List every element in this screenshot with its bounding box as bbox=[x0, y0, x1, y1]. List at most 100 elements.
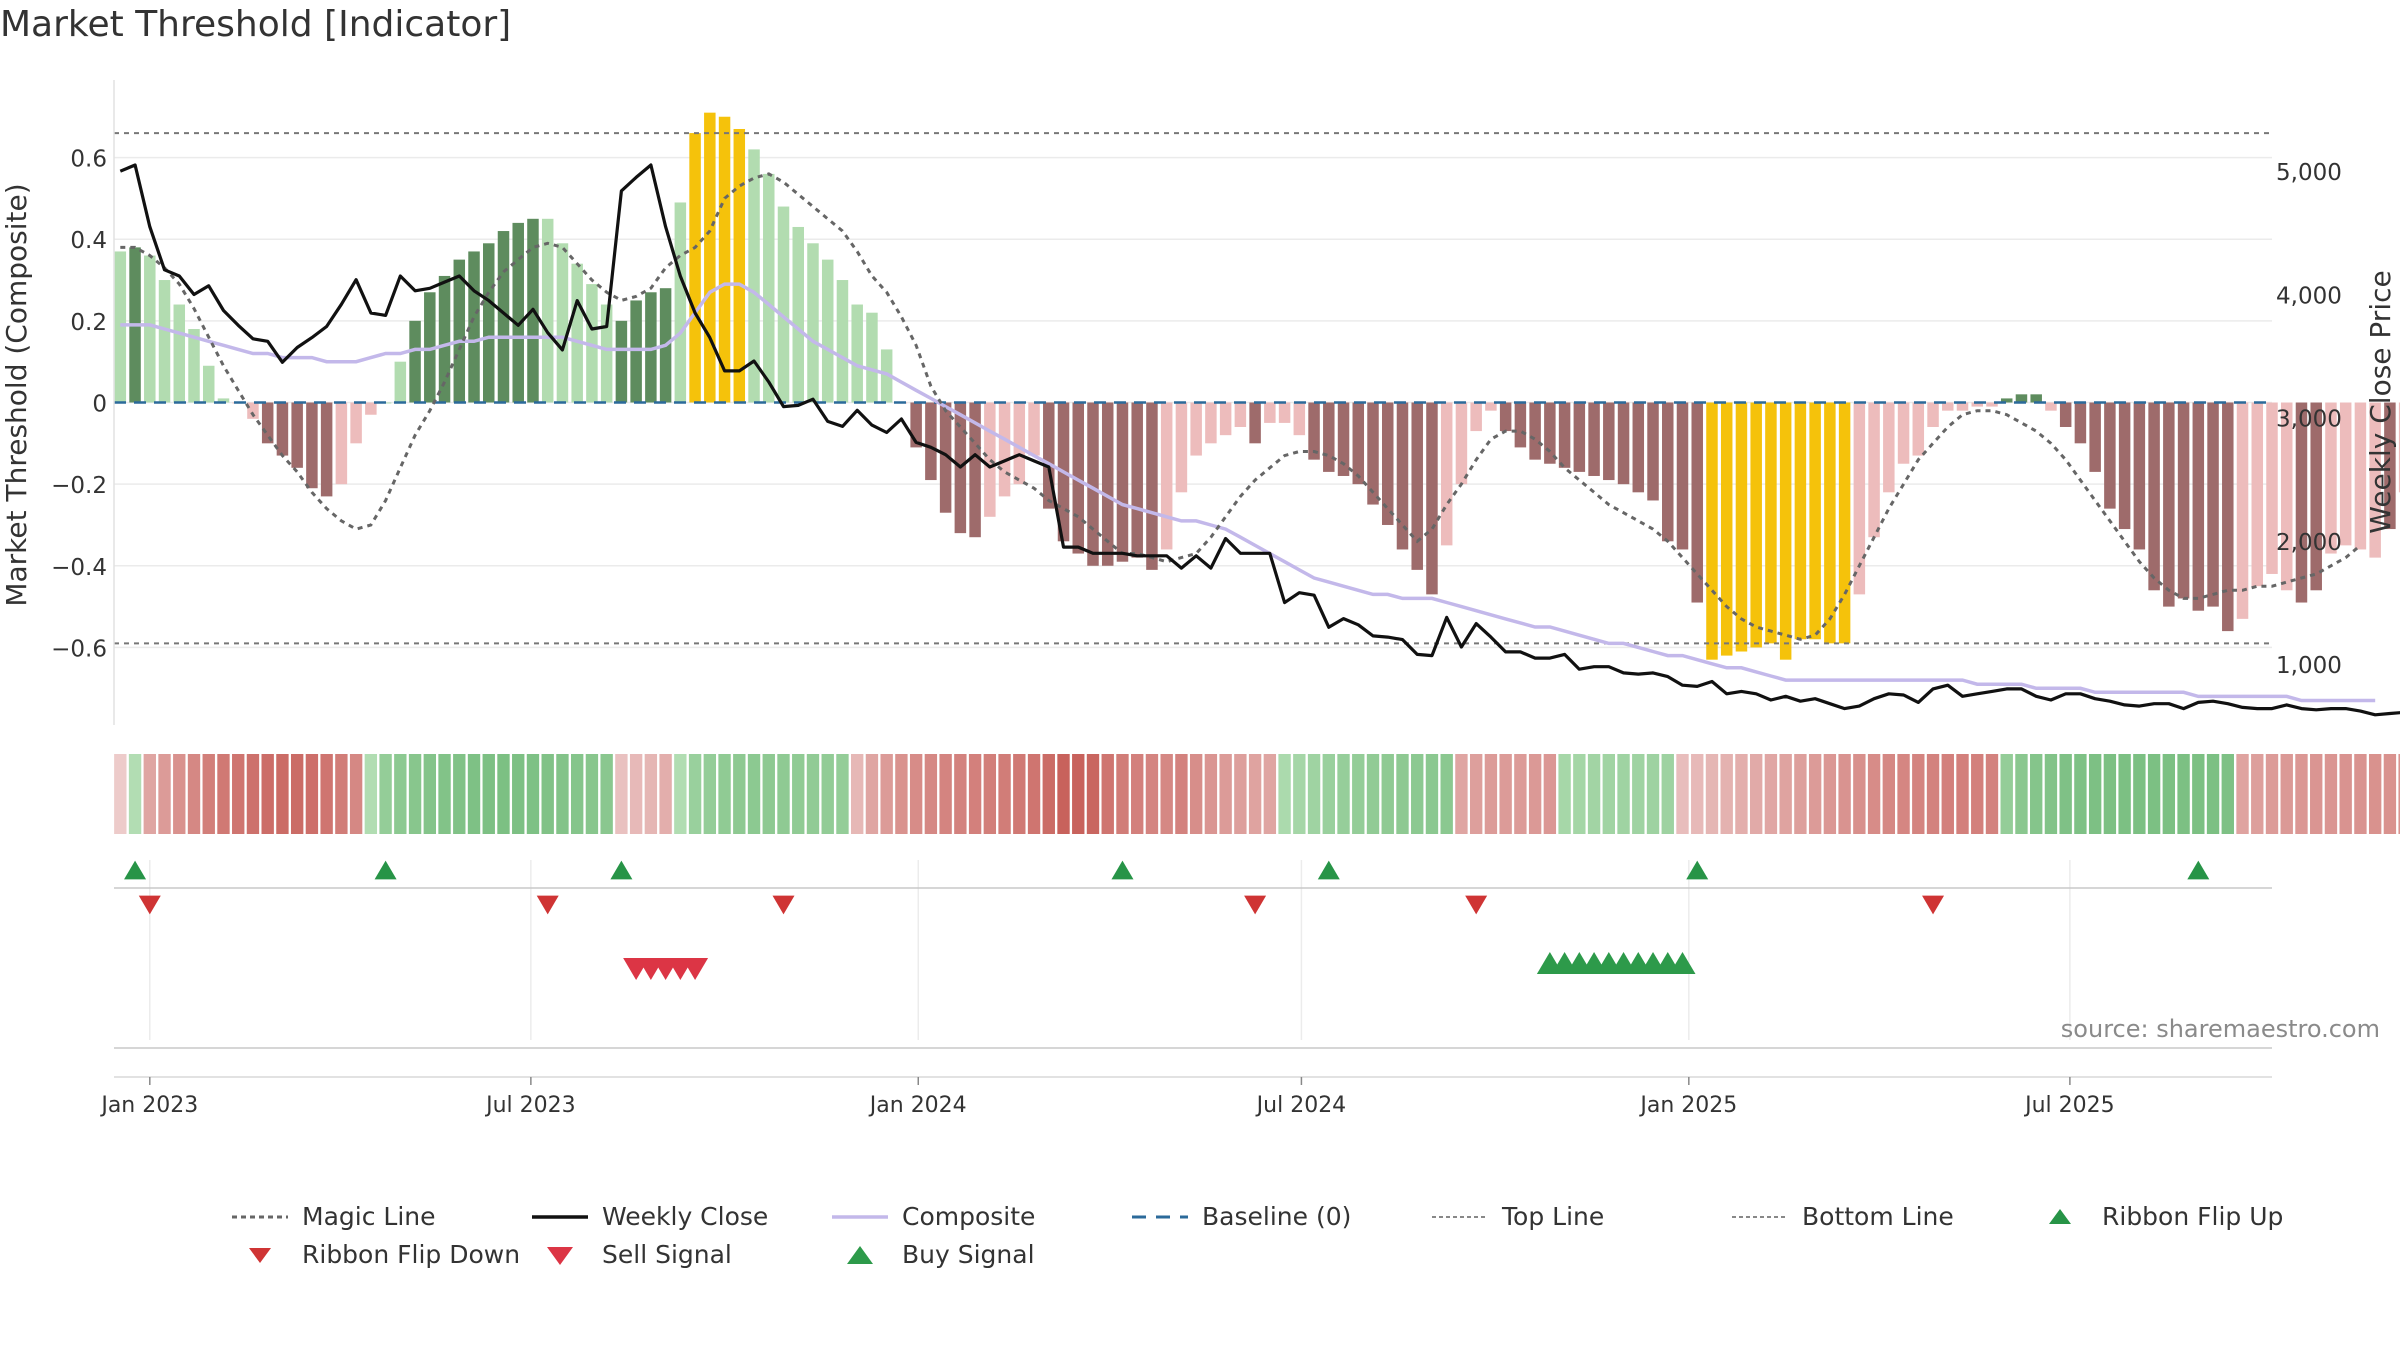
composite-bar bbox=[497, 231, 510, 403]
composite-bar bbox=[1485, 402, 1497, 411]
composite-bar bbox=[1647, 402, 1659, 501]
ribbon-cell bbox=[128, 754, 142, 834]
ribbon-cell bbox=[1322, 754, 1335, 834]
composite-bar bbox=[807, 243, 819, 403]
ribbon-cell bbox=[1042, 754, 1055, 834]
composite-bar bbox=[2148, 402, 2160, 591]
ribbon-cell bbox=[1248, 754, 1262, 834]
ribbon-cell bbox=[2015, 754, 2028, 834]
ribbon-cell bbox=[792, 754, 805, 834]
ribbon-cell bbox=[1691, 754, 1704, 834]
composite-bar bbox=[1293, 402, 1306, 436]
composite-bar bbox=[114, 251, 127, 403]
ribbon-flip-up-marker bbox=[1686, 860, 1709, 880]
ribbon-flip-up-marker bbox=[2187, 860, 2210, 880]
ribbon-cell bbox=[1808, 754, 1822, 834]
composite-bar bbox=[202, 365, 215, 403]
ribbon-cell bbox=[644, 754, 658, 834]
source-credit: source: sharemaestro.com bbox=[2060, 1015, 2380, 1043]
ribbon-cell bbox=[394, 754, 407, 834]
ribbon-cell bbox=[1396, 754, 1409, 834]
composite-bar bbox=[718, 116, 731, 403]
ribbon-cell bbox=[998, 754, 1011, 834]
composite-bar bbox=[2118, 402, 2131, 530]
ribbon-cell bbox=[1912, 754, 1925, 834]
composite-bar bbox=[1043, 402, 1055, 509]
composite-bar bbox=[453, 259, 466, 403]
composite-bar bbox=[1426, 402, 1438, 595]
composite-bar bbox=[306, 402, 318, 489]
ribbon-cell bbox=[1676, 754, 1689, 834]
ribbon-cell bbox=[1160, 754, 1173, 834]
composite-bar bbox=[1971, 402, 1983, 407]
composite-bar bbox=[217, 398, 230, 403]
composite-bar bbox=[276, 402, 289, 456]
composite-bar bbox=[1617, 402, 1630, 485]
legend-label: Weekly Close bbox=[602, 1202, 769, 1231]
ribbon-flip-down-marker bbox=[1244, 895, 1267, 915]
composite-bar bbox=[1411, 402, 1423, 570]
ribbon-cell bbox=[290, 754, 304, 834]
magic-line bbox=[120, 172, 2362, 641]
ribbon-flip-down-marker bbox=[1922, 895, 1945, 915]
composite-bar bbox=[1116, 402, 1129, 562]
ribbon-cell bbox=[408, 754, 422, 834]
legend-item-close: Weekly Close bbox=[530, 1202, 768, 1231]
legend-symbol bbox=[830, 1243, 890, 1267]
ribbon-cell bbox=[246, 754, 260, 834]
legend-label: Top Line bbox=[1502, 1202, 1605, 1231]
ribbon-cell bbox=[1514, 754, 1527, 834]
ribbon-cell bbox=[570, 754, 584, 834]
composite-bar bbox=[1205, 402, 1217, 444]
ribbon-cell bbox=[276, 754, 289, 834]
ribbon-cell bbox=[836, 754, 849, 834]
composite-bar bbox=[158, 280, 171, 403]
y-tick-label: 0 bbox=[92, 392, 107, 418]
composite-bar bbox=[763, 173, 775, 403]
composite-bar bbox=[468, 251, 480, 403]
composite-bar bbox=[1087, 402, 1099, 566]
ribbon-flip-up-marker bbox=[1111, 860, 1134, 880]
composite-bar bbox=[394, 361, 407, 403]
ribbon-cell bbox=[659, 754, 672, 834]
ribbon-cell bbox=[1602, 754, 1615, 834]
composite-bar bbox=[1558, 402, 1571, 468]
ribbon-cell bbox=[1263, 754, 1277, 834]
composite-bar bbox=[2310, 402, 2322, 591]
composite-bar bbox=[1662, 402, 1674, 542]
ribbon-flip-down-marker bbox=[138, 895, 161, 915]
ribbon-cell bbox=[1499, 754, 1512, 834]
ribbon-cell bbox=[806, 754, 820, 834]
ribbon-cell bbox=[983, 754, 997, 834]
y2-tick-label: 3,000 bbox=[2276, 407, 2342, 433]
composite-bar bbox=[1440, 402, 1453, 546]
ribbon-cell bbox=[1985, 754, 1999, 834]
ribbon-cell bbox=[497, 754, 510, 834]
composite-bar bbox=[2000, 398, 2013, 403]
legend-symbol bbox=[1130, 1205, 1190, 1229]
ribbon-cell bbox=[1027, 754, 1041, 834]
legend-label: Baseline (0) bbox=[1202, 1202, 1352, 1231]
composite-bar bbox=[866, 312, 878, 403]
ribbon-cell bbox=[2324, 754, 2338, 834]
legend-item-composite: Composite bbox=[830, 1202, 1035, 1231]
ribbon-cell bbox=[1337, 754, 1350, 834]
ribbon-cell bbox=[187, 754, 201, 834]
composite-bar bbox=[1794, 402, 1807, 640]
ribbon-cell bbox=[2265, 754, 2279, 834]
legend-symbol bbox=[1430, 1205, 1490, 1229]
ribbon-cell bbox=[2088, 754, 2102, 834]
signal-markers bbox=[114, 860, 2272, 1049]
ribbon-cell bbox=[1926, 754, 1940, 834]
composite-bar bbox=[144, 255, 156, 403]
ribbon-flip-down-marker bbox=[1465, 895, 1488, 915]
composite-bar bbox=[1160, 402, 1173, 550]
composite-bar bbox=[2295, 402, 2308, 603]
ribbon-cell bbox=[261, 754, 274, 834]
ribbon-cell bbox=[2310, 754, 2323, 834]
ribbon-cell bbox=[1455, 754, 1468, 834]
y-axis-label-right: Weekly Close Price bbox=[2364, 270, 2397, 533]
composite-bar bbox=[2015, 394, 2028, 403]
composite-bar bbox=[2192, 402, 2205, 611]
